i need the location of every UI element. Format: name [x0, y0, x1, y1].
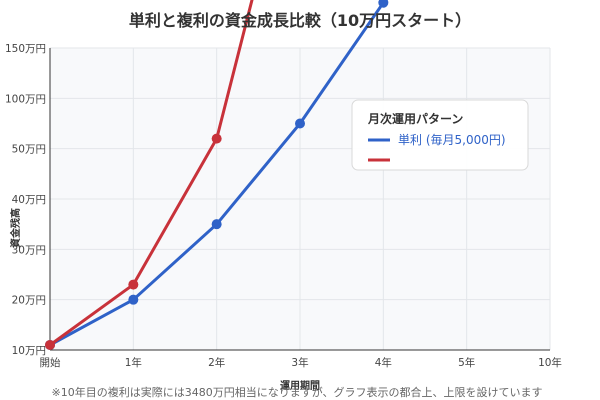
y-tick-label: 150万円 — [5, 43, 46, 55]
x-tick-label: 5年 — [458, 356, 475, 369]
x-tick-label: 2年 — [208, 356, 225, 369]
x-tick-labels: 開始 1年 2年 3年 4年 5年 10年 — [40, 356, 562, 369]
data-point — [295, 118, 305, 129]
y-tick-label: 50万円 — [12, 144, 46, 156]
y-axis-title: 資金残高 — [9, 208, 22, 248]
series — [45, 0, 389, 350]
x-axis-title: 運用期間 — [280, 379, 320, 392]
y-tick-label: 100万円 — [5, 93, 46, 105]
chart-title: 単利と複利の資金成長比較（10万円スタート） — [129, 11, 471, 30]
legend: 月次運用パターン 単利 (毎月5,000円) — [351, 99, 529, 171]
y-tick-label: 40万円 — [12, 194, 46, 206]
legend-title: 月次運用パターン — [367, 111, 463, 126]
y-tick-label: 30万円 — [12, 244, 46, 256]
data-point — [45, 339, 55, 350]
x-tick-label: 3年 — [291, 356, 308, 369]
x-tick-label: 開始 — [40, 356, 61, 369]
data-point — [378, 0, 389, 8]
legend-box — [351, 99, 529, 171]
legend-label-simple: 単利 (毎月5,000円) — [398, 132, 506, 147]
data-point — [211, 219, 222, 230]
x-tick-label: 4年 — [375, 356, 392, 369]
footnote: ※10年目の複利は実際には3480万円相当になりますが、グラフ表示の都合上、上限… — [52, 385, 543, 399]
y-tick-labels: 10万円 20万円 30万円 40万円 50万円 100万円 150万円 — [5, 43, 46, 357]
data-point — [128, 294, 139, 305]
data-point — [211, 133, 222, 144]
y-tick-label: 10万円 — [12, 345, 46, 357]
x-tick-label: 10年 — [538, 356, 562, 369]
data-point — [128, 279, 139, 290]
x-tick-label: 1年 — [125, 356, 142, 369]
y-tick-label: 20万円 — [12, 295, 46, 307]
